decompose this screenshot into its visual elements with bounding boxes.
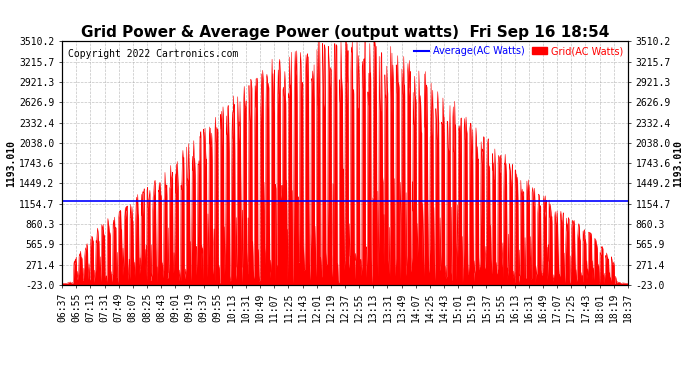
Y-axis label: 1193.010: 1193.010	[6, 140, 17, 187]
Title: Grid Power & Average Power (output watts)  Fri Sep 16 18:54: Grid Power & Average Power (output watts…	[81, 25, 609, 40]
Text: Copyright 2022 Cartronics.com: Copyright 2022 Cartronics.com	[68, 49, 238, 58]
Y-axis label: 1193.010: 1193.010	[673, 140, 684, 187]
Legend: Average(AC Watts), Grid(AC Watts): Average(AC Watts), Grid(AC Watts)	[414, 46, 623, 56]
